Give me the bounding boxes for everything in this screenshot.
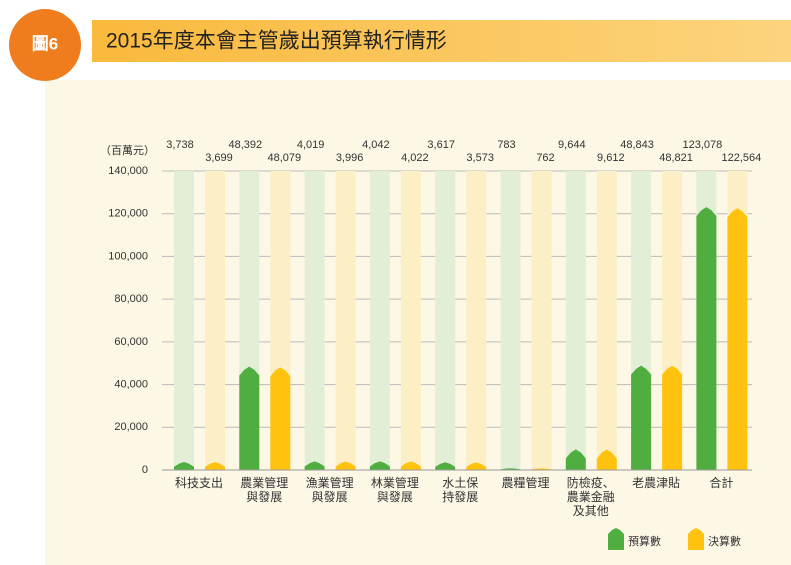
value-label: 48,843 xyxy=(620,139,654,151)
bar-background xyxy=(596,171,617,470)
bar xyxy=(239,366,260,470)
bar-background xyxy=(500,171,521,470)
y-tick-label: 60,000 xyxy=(114,336,148,348)
bar-background xyxy=(304,171,325,470)
x-tick-label: 及其他 xyxy=(573,504,609,518)
value-label: 123,078 xyxy=(683,139,723,151)
bar-background xyxy=(565,171,586,470)
bar-background xyxy=(369,171,390,470)
x-tick-label: 老農津貼 xyxy=(632,475,680,490)
legend-label: 決算數 xyxy=(708,534,741,548)
badge: 圖6 xyxy=(32,34,58,53)
value-label: 48,821 xyxy=(659,152,693,164)
bar xyxy=(631,365,652,470)
bar-background xyxy=(174,171,194,470)
title-bar xyxy=(92,20,791,62)
bar xyxy=(596,449,617,470)
x-tick-label: 林業管理 xyxy=(371,475,419,490)
bar-background xyxy=(531,171,552,470)
bar-background xyxy=(435,171,456,470)
x-tick-label: 持發展 xyxy=(442,489,478,504)
x-tick-label: 與發展 xyxy=(377,489,413,504)
value-label: 3,573 xyxy=(466,152,494,164)
value-label: 3,617 xyxy=(427,139,455,151)
y-tick-label: 40,000 xyxy=(114,378,148,390)
bar xyxy=(565,449,586,470)
bar-background xyxy=(205,171,225,470)
y-tick-label: 0 xyxy=(142,464,148,476)
value-label: 48,392 xyxy=(228,139,262,151)
x-tick-label: 防檢疫、 xyxy=(567,475,615,490)
bar-background xyxy=(466,171,487,470)
value-label: 3,699 xyxy=(205,152,233,164)
y-tick-label: 20,000 xyxy=(114,421,148,433)
bar xyxy=(727,208,748,470)
bar xyxy=(435,462,456,470)
chart-title: 2015年度本會主管歲出預算執行情形 xyxy=(106,30,447,53)
y-tick-label: 80,000 xyxy=(114,293,148,305)
y-tick-label: 120,000 xyxy=(108,208,148,220)
bar xyxy=(696,207,717,470)
value-label: 4,042 xyxy=(362,139,390,151)
x-tick-label: 水土保 xyxy=(442,476,478,490)
x-tick-label: 與發展 xyxy=(246,489,282,504)
legend-icon xyxy=(688,528,704,550)
x-tick-label: 漁業管理 xyxy=(306,475,354,490)
bar-background xyxy=(400,171,421,470)
bar xyxy=(400,461,421,470)
value-label: 4,019 xyxy=(297,139,325,151)
value-label: 9,644 xyxy=(558,139,586,151)
bar-background xyxy=(335,171,356,470)
x-tick-label: 農業金融 xyxy=(567,489,615,504)
value-label: 3,738 xyxy=(166,139,194,151)
value-label: 48,079 xyxy=(267,152,301,164)
x-tick-label: 與發展 xyxy=(312,489,348,504)
x-tick-label: 農糧管理 xyxy=(501,475,549,490)
bar xyxy=(335,461,356,470)
bar xyxy=(205,462,225,470)
bar xyxy=(662,365,683,470)
value-label: 3,996 xyxy=(336,152,364,164)
x-tick-label: 合計 xyxy=(709,475,733,490)
value-label: 783 xyxy=(497,139,515,151)
badge-circle xyxy=(9,9,81,81)
value-label: 4,022 xyxy=(401,152,429,164)
bar xyxy=(369,461,390,470)
value-label: 9,612 xyxy=(597,152,625,164)
legend-icon xyxy=(608,528,624,550)
x-tick-label: 科技支出 xyxy=(175,476,223,490)
value-label: 762 xyxy=(536,152,554,164)
bar xyxy=(304,461,325,470)
x-tick-label: 農業管理 xyxy=(240,475,288,490)
bar xyxy=(466,462,487,470)
value-label: 122,564 xyxy=(722,152,762,164)
legend-label: 預算數 xyxy=(628,534,661,548)
y-tick-label: 100,000 xyxy=(108,250,148,262)
unit-label: （百萬元） xyxy=(100,144,155,157)
bar xyxy=(174,462,194,470)
bar xyxy=(270,367,291,470)
y-tick-label: 140,000 xyxy=(108,165,148,177)
